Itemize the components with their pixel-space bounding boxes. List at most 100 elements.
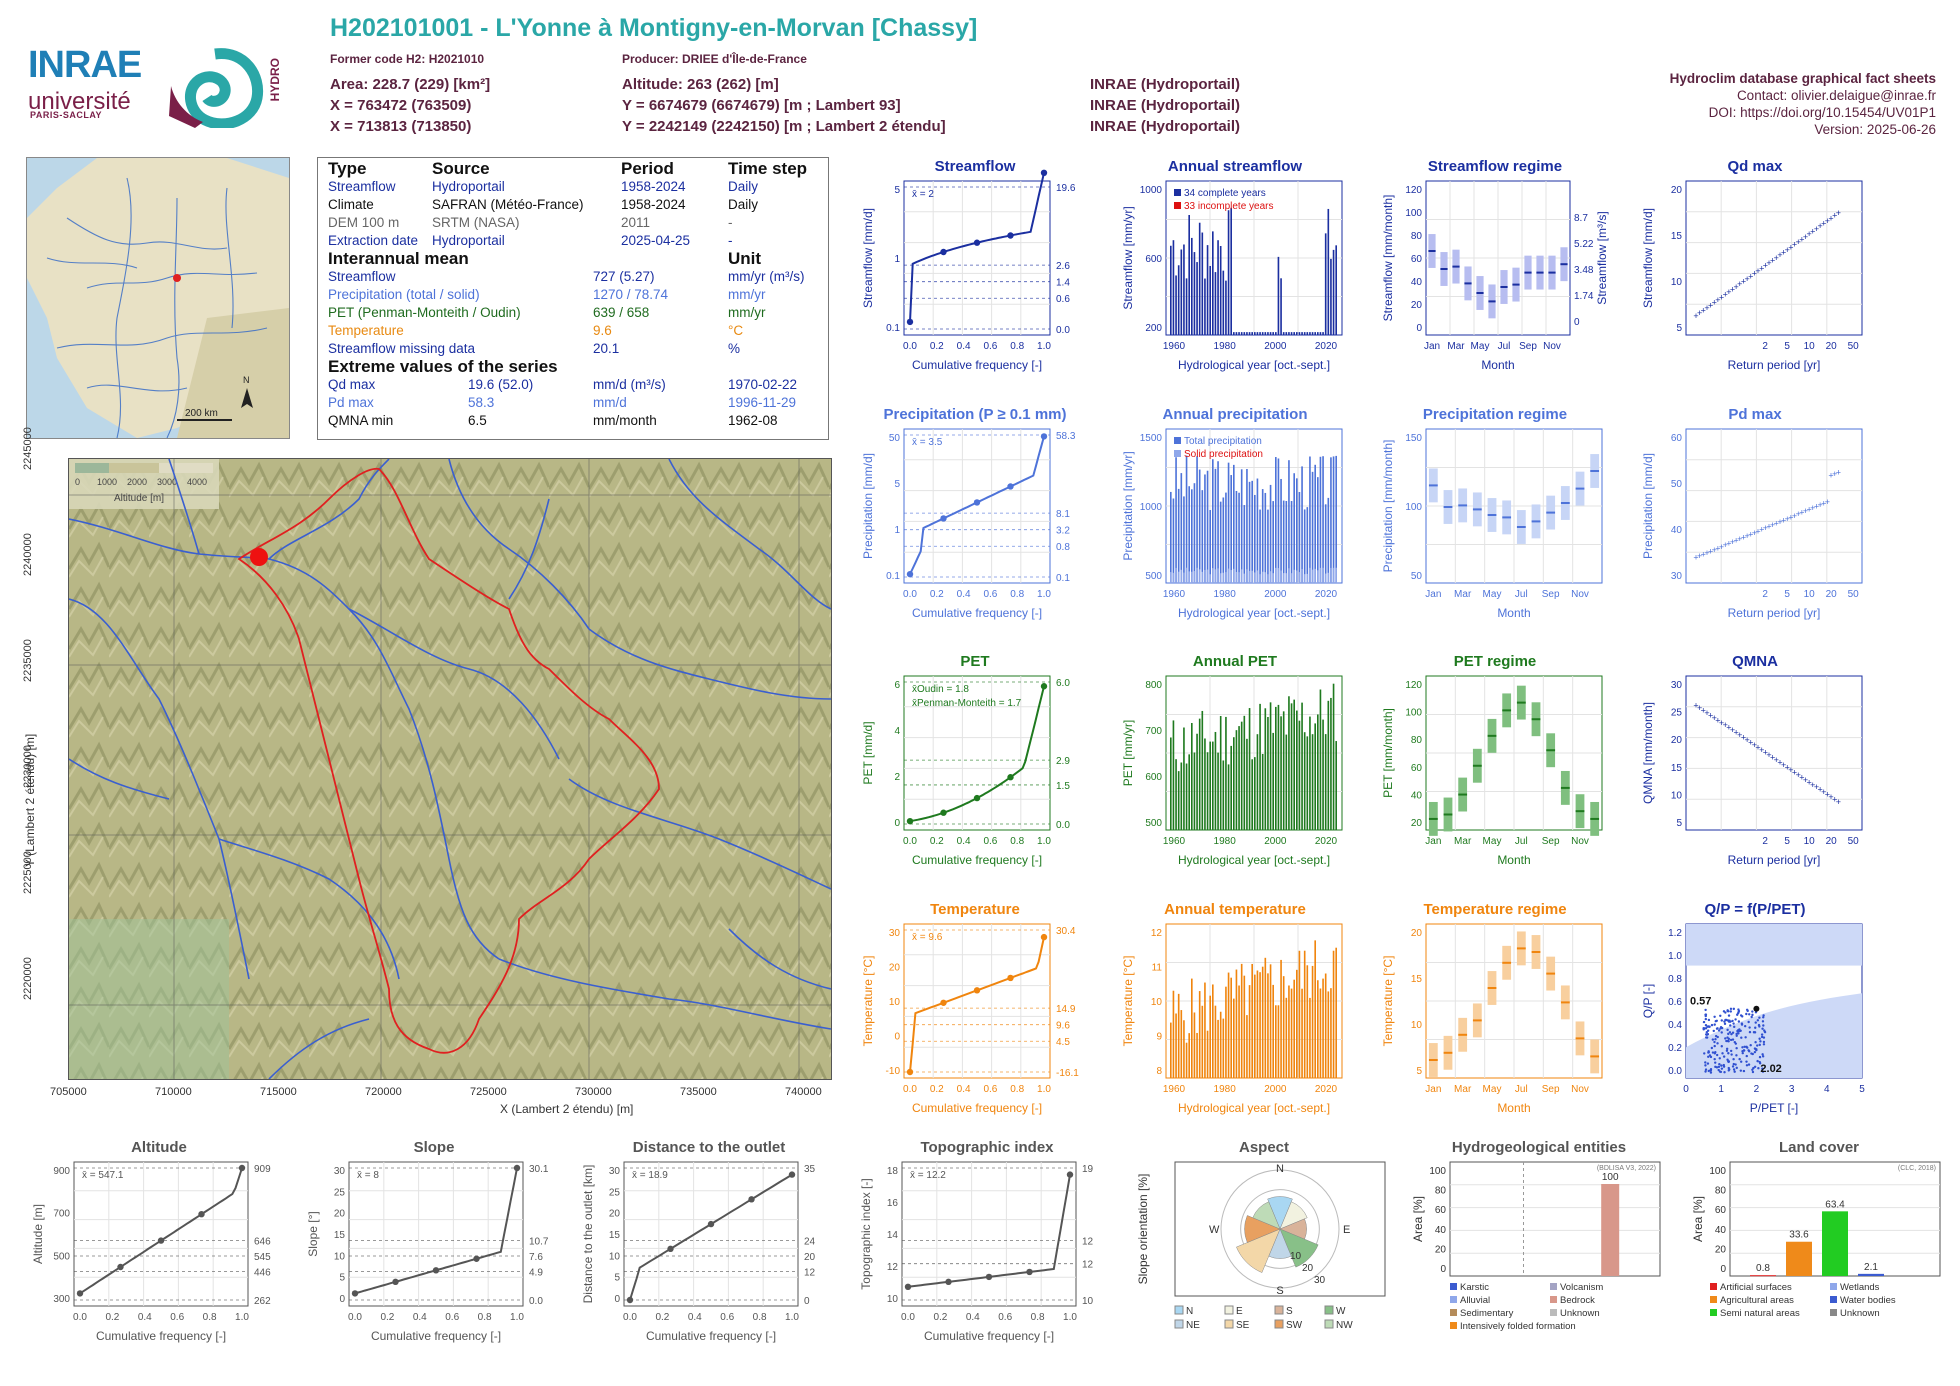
rp-point: + (1734, 728, 1739, 738)
year-bar (1222, 497, 1225, 583)
qp-point (1707, 1069, 1710, 1073)
year-bar (1319, 332, 1322, 335)
qp-point (1727, 1060, 1731, 1063)
year-bar (1185, 278, 1188, 335)
year-bar (1267, 973, 1269, 1078)
year-bar (1225, 492, 1227, 583)
quantile-point (1040, 169, 1048, 176)
year-bar (1214, 1005, 1217, 1078)
year-bar (1267, 717, 1269, 830)
y-tick-label: 30 (1671, 571, 1683, 582)
doi[interactable]: DOI: https://doi.org/10.15454/UV01P1 (1708, 105, 1936, 120)
year-bar (1212, 984, 1214, 1078)
quantile-point (973, 794, 981, 802)
x-tick-label: 0.6 (445, 1312, 459, 1323)
map-xlabel: X (Lambert 2 étendu) [m] (500, 1102, 634, 1116)
year-bar-secondary (1314, 568, 1316, 583)
slope-cdf-title: Slope (414, 1139, 455, 1156)
x-tick-label: 0.0 (903, 836, 917, 847)
year-bar (1188, 486, 1190, 583)
year-bar (1298, 332, 1301, 335)
year-bar (1298, 492, 1301, 583)
year-bar-secondary (1254, 572, 1256, 583)
qp-point (1738, 1029, 1741, 1033)
rp-point: + (1774, 253, 1779, 263)
y-axis-label: Precipitation [mm/month] (1381, 440, 1395, 573)
rp-point: + (1792, 511, 1797, 521)
x-tick-label: 1 (1718, 1084, 1724, 1095)
legend-swatch (1450, 1309, 1457, 1316)
catchment-map-svg: 0 1000 2000 3000 4000 Altitude [m] (69, 459, 831, 1079)
qp-point (1735, 1054, 1738, 1057)
x-tick-label: 1.0 (510, 1312, 524, 1323)
right-tick-label: 30.4 (1056, 926, 1076, 937)
month-label: Jul (1515, 1084, 1528, 1095)
qp-point (1758, 1055, 1762, 1059)
year-bar-secondary (1319, 567, 1322, 583)
qp-point (1714, 1065, 1717, 1069)
aspect-sector (1279, 1201, 1308, 1230)
legend-swatch (1174, 202, 1181, 209)
mean-name: Streamflow missing data (328, 341, 476, 356)
qp-point (1725, 1018, 1728, 1022)
qp-point (1728, 1031, 1732, 1034)
year-bar (1240, 332, 1243, 335)
x-tick-label: 0.6 (720, 1312, 734, 1323)
year-bar (1285, 500, 1288, 583)
qp-point (1722, 1063, 1725, 1067)
qp-point (1762, 1036, 1766, 1039)
right-tick-label: 2.6 (1056, 261, 1070, 272)
qp-point (1742, 1049, 1746, 1052)
rp-point: + (1828, 470, 1833, 480)
qp-point (1714, 1061, 1717, 1064)
map-xtick: 705000 (50, 1086, 87, 1098)
map-xtick: 710000 (155, 1086, 192, 1098)
x-tick-label: 0.2 (380, 1312, 394, 1323)
x-axis-label: Cumulative frequency [-] (96, 1329, 226, 1343)
legend-label: E (1236, 1306, 1243, 1317)
qp-point (1732, 1007, 1736, 1011)
year-bar (1298, 950, 1301, 1078)
qp-point (1719, 1070, 1723, 1074)
right-tick-label: 12 (804, 1267, 816, 1278)
mean-label: x̄ = 8 (357, 1170, 379, 1181)
rp-point: + (1693, 311, 1698, 321)
rp-point: + (1814, 501, 1819, 511)
qp-point (1732, 1068, 1736, 1071)
y-tick-label: 25 (609, 1187, 621, 1198)
y-axis-label: Topographic index [-] (859, 1178, 873, 1289)
legend-swatch (1324, 1305, 1334, 1315)
rp-point: + (1788, 242, 1793, 252)
year-bar-secondary (1191, 571, 1193, 583)
year-bar-secondary (1188, 571, 1190, 583)
x-tick-label: 0.8 (1010, 1084, 1024, 1095)
year-bar (1261, 753, 1264, 830)
y-axis-label: Temperature [°C] (861, 956, 875, 1047)
right-tick-label: 0.0 (1056, 820, 1070, 831)
year-bar (1330, 258, 1332, 335)
year-bar (1219, 716, 1222, 830)
year-bar (1172, 720, 1175, 830)
year-bar (1240, 963, 1243, 1078)
year-bar (1272, 332, 1274, 335)
year-bar (1285, 332, 1288, 335)
quantile-point (906, 817, 914, 825)
quantile-point (1066, 1171, 1074, 1178)
year-bar-secondary (1296, 570, 1298, 583)
year-bar (1303, 950, 1306, 1078)
year-bar-secondary (1217, 568, 1219, 583)
rp-point: + (1777, 250, 1782, 260)
streamflow-regime-title: Streamflow regime (1428, 158, 1562, 175)
map-xtick: 735000 (680, 1086, 717, 1098)
y-tick-label: 0.6 (1668, 997, 1682, 1008)
x-axis-label: Cumulative frequency [-] (646, 1329, 776, 1343)
legend-swatch (1550, 1283, 1557, 1290)
quantile-point (906, 318, 914, 326)
rp-point: + (1734, 536, 1739, 546)
rp-point: + (1755, 526, 1760, 536)
right-tick-label: 20 (804, 1252, 816, 1263)
ext-value: 19.6 (52.0) (468, 377, 534, 392)
qp-point (1714, 1050, 1717, 1054)
